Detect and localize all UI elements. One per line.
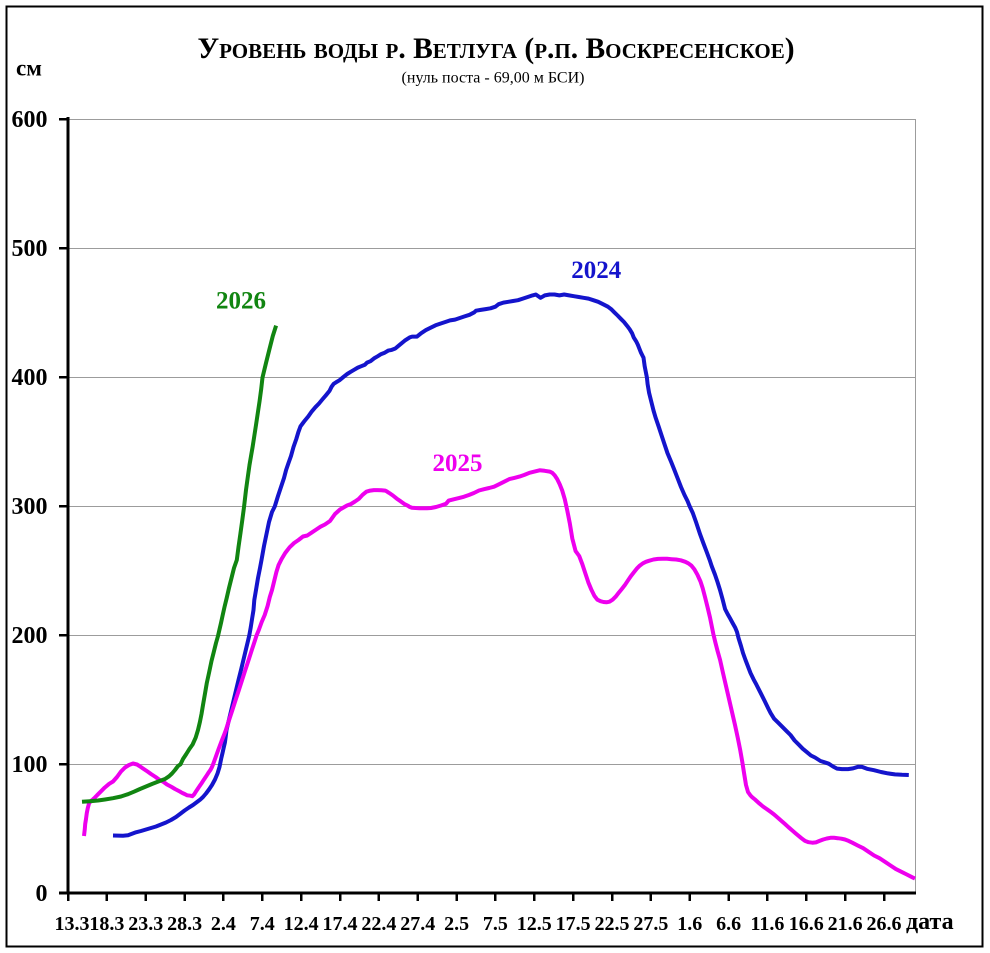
svg-text:17.4: 17.4 [323, 913, 358, 935]
svg-text:12.4: 12.4 [284, 913, 319, 935]
svg-text:27.4: 27.4 [400, 913, 435, 935]
svg-text:Уровень воды р. Ветлуга (р.п.: Уровень воды р. Ветлуга (р.п. Воскресенс… [197, 33, 794, 65]
svg-text:17.5: 17.5 [556, 913, 591, 935]
svg-text:23.3: 23.3 [128, 913, 163, 935]
svg-text:16.6: 16.6 [789, 913, 824, 935]
svg-text:(нуль поста - 69,00 м БСИ): (нуль поста - 69,00 м БСИ) [402, 70, 585, 87]
svg-text:21.6: 21.6 [828, 913, 863, 935]
svg-text:18.3: 18.3 [89, 913, 124, 935]
svg-text:22.4: 22.4 [361, 913, 396, 935]
svg-text:100: 100 [12, 752, 48, 778]
svg-text:600: 600 [12, 107, 48, 133]
svg-text:2026: 2026 [216, 288, 266, 315]
svg-text:200: 200 [12, 623, 48, 649]
svg-text:26.6: 26.6 [867, 913, 902, 935]
svg-text:2.5: 2.5 [444, 913, 469, 935]
svg-text:28.3: 28.3 [167, 913, 202, 935]
svg-text:12.5: 12.5 [517, 913, 552, 935]
svg-text:400: 400 [12, 365, 48, 391]
svg-text:дата: дата [906, 909, 954, 935]
svg-text:0: 0 [36, 881, 48, 907]
svg-text:см: см [16, 56, 42, 81]
svg-text:7.4: 7.4 [250, 913, 275, 935]
svg-text:1.6: 1.6 [677, 913, 702, 935]
svg-text:11.6: 11.6 [750, 913, 784, 935]
svg-text:27.5: 27.5 [633, 913, 668, 935]
svg-text:2.4: 2.4 [211, 913, 236, 935]
svg-text:300: 300 [12, 494, 48, 520]
svg-text:6.6: 6.6 [716, 913, 741, 935]
svg-text:2025: 2025 [433, 450, 483, 477]
svg-text:2024: 2024 [571, 257, 622, 284]
svg-text:13.3: 13.3 [55, 913, 90, 935]
svg-text:7.5: 7.5 [483, 913, 508, 935]
svg-text:22.5: 22.5 [595, 913, 630, 935]
svg-text:500: 500 [12, 236, 48, 262]
